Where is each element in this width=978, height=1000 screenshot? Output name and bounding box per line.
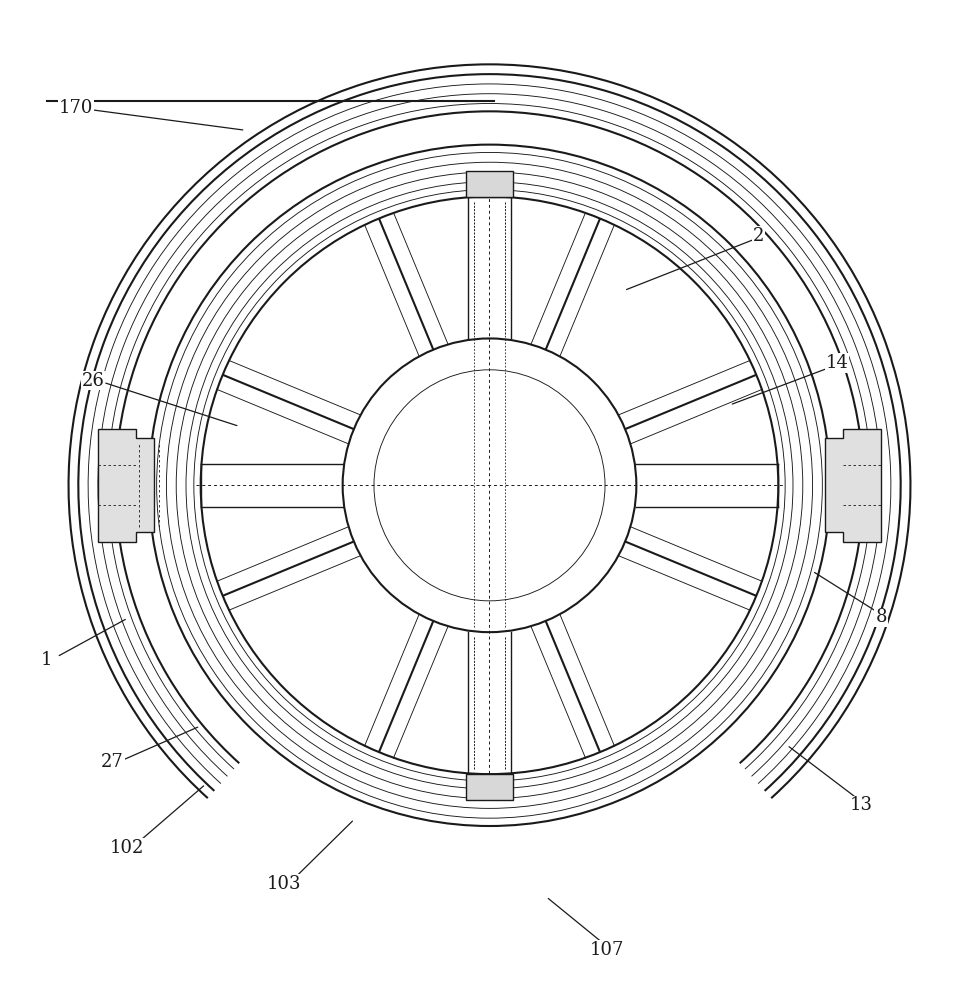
Text: 1: 1 [41,651,53,669]
Text: 26: 26 [81,372,105,390]
Polygon shape [824,429,880,542]
Text: 27: 27 [101,753,124,771]
Bar [466,774,512,800]
Text: 107: 107 [589,941,624,959]
Text: 8: 8 [874,608,886,626]
Text: 103: 103 [266,875,301,893]
Text: 13: 13 [849,796,872,814]
Text: 2: 2 [752,227,764,245]
Text: 14: 14 [824,354,848,372]
Polygon shape [98,429,154,542]
Text: 102: 102 [110,839,145,857]
Text: 170: 170 [59,99,94,117]
Bar [466,171,512,197]
